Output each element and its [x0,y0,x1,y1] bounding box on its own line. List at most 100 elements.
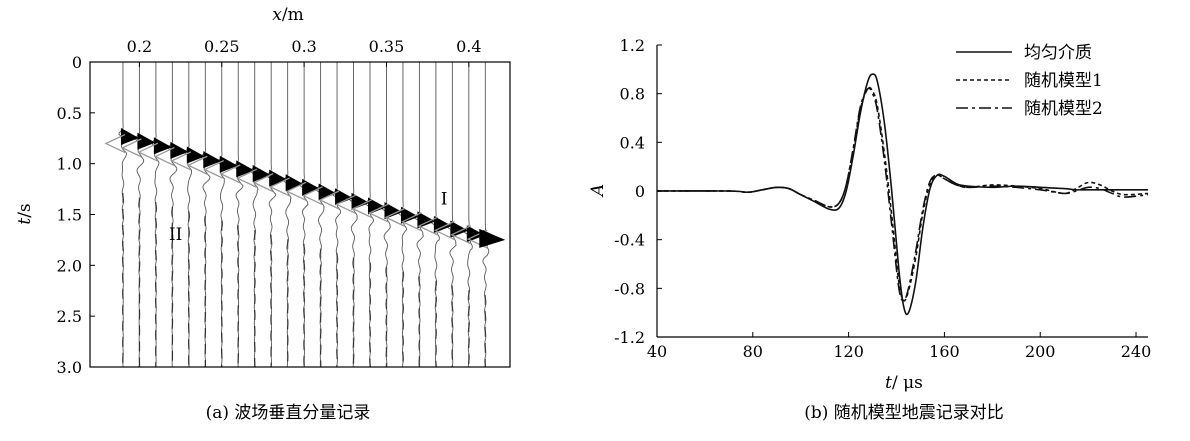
a-x-tick-label: 0.3 [291,37,316,56]
a-event-II-wavelet [252,173,274,193]
a-event-I-wavelet [351,192,370,210]
a-event-I-wavelet [318,183,337,201]
a-event-II-wavelet [186,155,208,175]
a-trace [332,62,342,368]
b-series-layer [656,73,1149,316]
a-events-layer [104,127,506,249]
a-event-II-wavelet [417,216,439,236]
b-x-ticks: 40 80 120 160 200 240 [647,332,1151,361]
b-legend-entry: 随机模型1 [1024,71,1103,91]
b-x-axis-label: t/ μs [885,373,923,393]
a-event-II-wavelet [384,207,406,227]
a-event-I-wavelet [479,228,506,248]
b-y-axis-var: A [588,184,608,198]
a-event-II-wavelet [318,190,340,210]
a-x-axis-unit: /m [282,5,304,25]
a-x-axis-var: x [272,5,282,25]
a-trace [348,62,358,368]
a-y-tick-label: 2.0 [57,256,82,275]
a-x-tick-label: 0.35 [369,37,405,56]
a-event-II-wavelet [219,164,241,184]
a-event-II-wavelet [367,203,389,223]
a-event-I-wavelet [252,165,271,183]
a-event-II-wavelet [302,186,323,206]
a-trace [398,62,407,368]
a-event-I-wavelet [285,174,304,192]
a-event-II-wavelet [450,225,472,245]
b-y-tick-label: 1.2 [620,36,645,55]
a-y-tick-label: 0 [72,53,82,72]
a-trace [447,62,457,368]
a-y-tick-label: 2.5 [57,307,82,326]
b-series-line-2 [656,86,1149,302]
a-event-II-wavelet [269,177,290,197]
a-y-axis-unit: /s [15,203,35,217]
event-label-I: I [441,189,448,209]
b-y-tick-label: 0.8 [620,85,645,104]
a-event-I-wavelet [302,178,321,196]
a-x-tick-label: 0.4 [456,37,481,56]
a-event-I-wavelet [153,137,172,155]
b-y-axis-label: A [588,184,608,198]
a-event-I-wavelet [203,151,222,169]
a-y-tick-label: 1.0 [57,155,82,174]
b-x-tick-label: 240 [1121,342,1152,361]
a-caption: (a) 波场垂直分量记录 [206,403,371,423]
b-x-tick-label: 80 [743,342,763,361]
a-event-I-wavelet [219,155,238,173]
panel-b-line-chart: 40 80 120 160 200 240 1.20.80.40-0.4-0.8-1.2 … [588,36,1151,423]
a-event-II-wavelet [335,194,356,214]
a-event-II-wavelet [236,168,257,188]
a-event-II-wavelet [153,146,175,167]
a-event-II-wavelet [351,199,373,219]
b-y-tick-label: 0 [635,182,645,201]
a-trace [217,62,226,368]
b-y-ticks: 1.2 0.8 0.4 0 -0.4 -0.8 -1.2 [614,36,662,347]
a-event-I-wavelet [368,197,386,215]
a-trace [299,62,309,368]
event-label-II: II [169,225,182,245]
a-trace [479,62,490,368]
b-x-tick-label: 160 [929,342,960,361]
a-x-tick-label: 0.2 [127,37,152,56]
a-event-II-wavelet [400,212,422,232]
a-event-I-wavelet [400,206,419,224]
a-y-tick-label: 0.5 [57,104,82,123]
a-trace [250,62,259,368]
a-x-tick-label: 0.25 [204,37,240,56]
a-x-axis-label: x/m [272,5,303,25]
b-x-axis-unit: / μs [892,373,923,393]
a-trace [282,62,292,368]
a-x-ticks: 0.2 0.25 0.3 0.35 0.4 [127,37,482,67]
a-trace [233,62,244,368]
a-event-II-wavelet [170,151,192,171]
b-x-tick-label: 120 [833,342,864,361]
a-plot-frame [89,61,511,368]
a-event-I-wavelet [384,202,403,220]
a-event-I-wavelet [335,188,354,206]
b-x-axis-var: t [885,373,892,393]
a-event-II-wavelet [120,138,142,158]
a-event-I-wavelet [186,146,205,164]
a-event-I-wavelet [137,132,156,150]
a-traces-layer [118,62,490,368]
a-event-I-wavelet [120,127,139,145]
a-y-ticks: 0 0.5 1.0 1.5 2.0 2.5 3.0 [57,53,95,377]
a-event-I-wavelet [236,160,255,178]
b-legend-entry: 均匀介质 [1024,43,1092,63]
b-series-line-3 [656,87,1149,302]
a-trace [463,62,473,368]
a-event-I-wavelet [269,169,288,187]
a-y-axis-var: t [15,218,35,225]
b-caption: (b) 随机模型地震记录对比 [804,403,1004,423]
a-y-tick-label: 3.0 [57,358,82,377]
b-y-tick-label: 0.4 [620,133,645,152]
a-event-I-wavelet [170,141,189,159]
b-y-tick-label: -1.2 [614,328,645,347]
a-y-axis-label: t/s [15,203,35,224]
a-event-II-wavelet [137,142,159,162]
a-event-II-wavelet [104,133,126,154]
panel-a-seismic-section: 0.2 0.25 0.3 0.35 0.4 00.51.01.52.02.53.0 x/… [15,5,511,423]
